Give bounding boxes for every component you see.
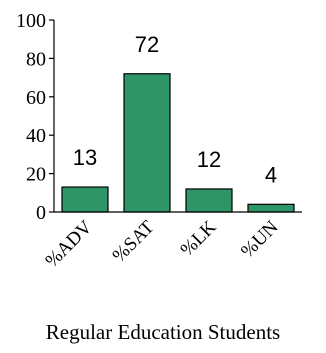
bars-group xyxy=(61,73,295,213)
y-tick-label: 0 xyxy=(36,202,46,224)
y-tick-label: 20 xyxy=(26,164,46,186)
category-label-0: %ADV xyxy=(41,216,96,271)
bar-2 xyxy=(185,188,233,213)
bar-1 xyxy=(123,73,171,213)
y-tick-label: 80 xyxy=(26,48,46,70)
y-tick-label: 40 xyxy=(26,125,46,147)
category-label-3: %UN xyxy=(237,216,283,262)
x-axis-title: Regular Education Students xyxy=(46,320,280,344)
data-labels-group: 13 72 12 4 xyxy=(73,32,277,188)
data-label-1: 72 xyxy=(135,32,159,57)
data-label-2: 12 xyxy=(197,147,221,172)
category-labels-group: %ADV %SAT %LK %UN xyxy=(41,216,282,271)
y-axis-ticks: 0 20 40 60 80 100 xyxy=(16,10,54,224)
data-label-3: 4 xyxy=(265,162,277,187)
category-label-2: %LK xyxy=(177,216,221,260)
y-tick-label: 100 xyxy=(16,10,46,32)
bar-0 xyxy=(61,186,109,213)
y-tick-label: 60 xyxy=(26,87,46,109)
data-label-0: 13 xyxy=(73,145,97,170)
bar-3 xyxy=(247,203,295,213)
category-label-1: %SAT xyxy=(109,216,159,266)
